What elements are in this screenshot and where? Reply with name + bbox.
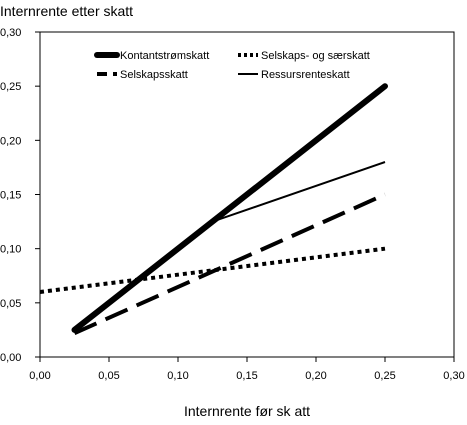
legend-label-kontantstromskatt: Kontantstrømskatt bbox=[120, 50, 209, 62]
x-tick-label: 0,10 bbox=[167, 370, 188, 382]
x-tick-label: 0,00 bbox=[29, 370, 50, 382]
series-line-ressursrenteskatt bbox=[73, 161, 386, 331]
legend: Kontantstrømskatt Selskaps- og særskatt Se… bbox=[94, 50, 370, 81]
y-axis-title: Internrente etter skatt bbox=[0, 3, 133, 19]
legend-label-selskapsskatt: Selskapsskatt bbox=[120, 69, 188, 81]
y-tick-label: 0,15 bbox=[0, 190, 21, 202]
x-tick-label: 0,15 bbox=[236, 370, 257, 382]
y-tick-label: 0,05 bbox=[0, 298, 21, 310]
y-tick-label: 0,20 bbox=[0, 135, 21, 147]
series-line-selskapsskatt bbox=[73, 192, 386, 336]
x-tick-label: 0,20 bbox=[305, 370, 326, 382]
series-line-selskaps-og-saerskatt bbox=[39, 246, 386, 294]
y-tick-label: 0,10 bbox=[0, 244, 21, 256]
legend-label-ressursrenteskatt: Ressursrenteskatt bbox=[261, 69, 350, 81]
x-axis-title: Internrente før sk att bbox=[184, 403, 310, 419]
y-tick-label: 0,00 bbox=[0, 352, 21, 364]
y-tick-label: 0,25 bbox=[0, 81, 21, 93]
plot-area: 0,00 0,05 0,10 0,15 0,20 0,25 0,30 0,00 0,05 0,10… bbox=[0, 27, 465, 382]
series-layer bbox=[39, 83, 388, 336]
legend-label-selskaps-og-saerskatt: Selskaps- og særskatt bbox=[261, 50, 370, 62]
x-tick-label: 0,05 bbox=[98, 370, 119, 382]
y-tick-label: 0,30 bbox=[0, 27, 21, 39]
x-tick-label: 0,30 bbox=[443, 370, 464, 382]
x-tick-label: 0,25 bbox=[374, 370, 395, 382]
